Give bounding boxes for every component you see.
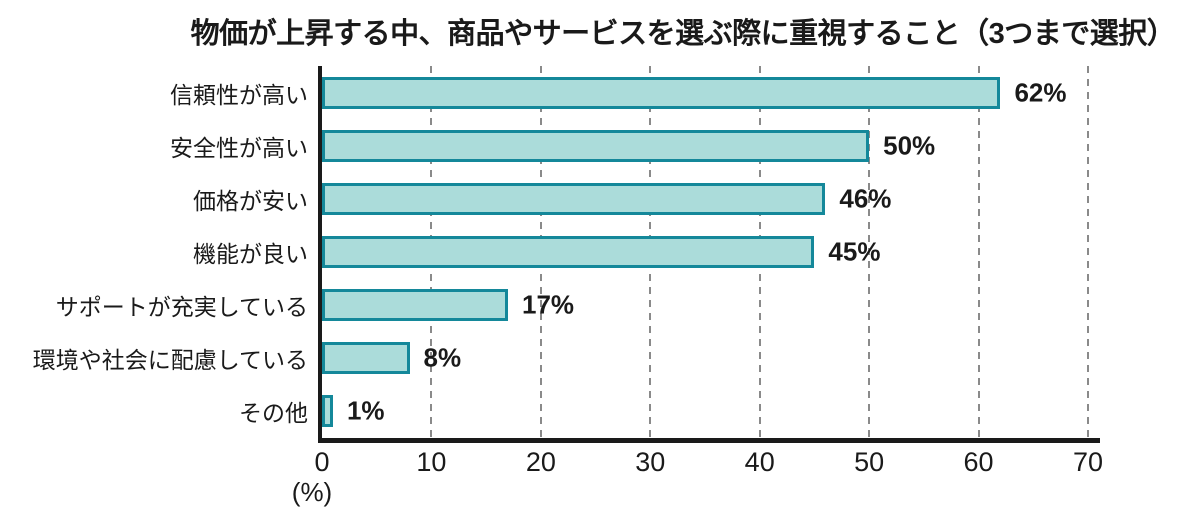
bar <box>322 289 509 322</box>
x-tick-label: 20 <box>525 447 556 477</box>
value-label: 8% <box>423 342 462 373</box>
category-label: 環境や社会に配慮している <box>32 347 308 374</box>
x-tick-label: 0 <box>314 447 330 477</box>
x-tick-label: 10 <box>416 447 447 477</box>
category-label: 価格が安い <box>193 187 308 214</box>
x-tick-label: 60 <box>963 447 994 477</box>
value-label: 62% <box>1014 77 1067 108</box>
category-label: その他 <box>239 400 308 427</box>
plot-area: 62% 50% 46% 45% 17% 8% 1% <box>318 66 1100 443</box>
x-tick-label: 30 <box>635 447 666 477</box>
bar <box>322 236 815 268</box>
value-label: 17% <box>522 289 575 320</box>
x-tick-label: 40 <box>744 447 775 477</box>
x-axis-unit-label: (%) <box>291 477 333 507</box>
gridline <box>1087 66 1089 438</box>
x-tick-label: 50 <box>854 447 885 477</box>
x-tick-label: 70 <box>1072 447 1104 477</box>
gridline <box>977 66 980 438</box>
bar <box>322 182 826 215</box>
category-label: 機能が良い <box>193 240 308 267</box>
category-label: 安全性が高い <box>170 134 308 161</box>
gridline <box>868 66 871 438</box>
value-label: 1% <box>346 395 385 426</box>
bar <box>322 395 333 428</box>
category-axis: 信頼性が高い 安全性が高い価格が安い機能が良いサポートが充実している環境や社会に配… <box>0 66 308 438</box>
bar <box>322 342 410 375</box>
value-label: 46% <box>839 183 892 214</box>
value-label: 45% <box>828 236 881 267</box>
category-label: サポートが充実している <box>55 294 308 321</box>
category-label: 信頼性が高い <box>170 81 308 108</box>
value-label: 50% <box>883 130 936 161</box>
bar <box>322 76 1001 109</box>
bar <box>322 129 870 162</box>
chart-title: 物価が上昇する中、商品やサービスを選ぶ際に重視すること（3つまで選択） <box>190 18 1176 50</box>
